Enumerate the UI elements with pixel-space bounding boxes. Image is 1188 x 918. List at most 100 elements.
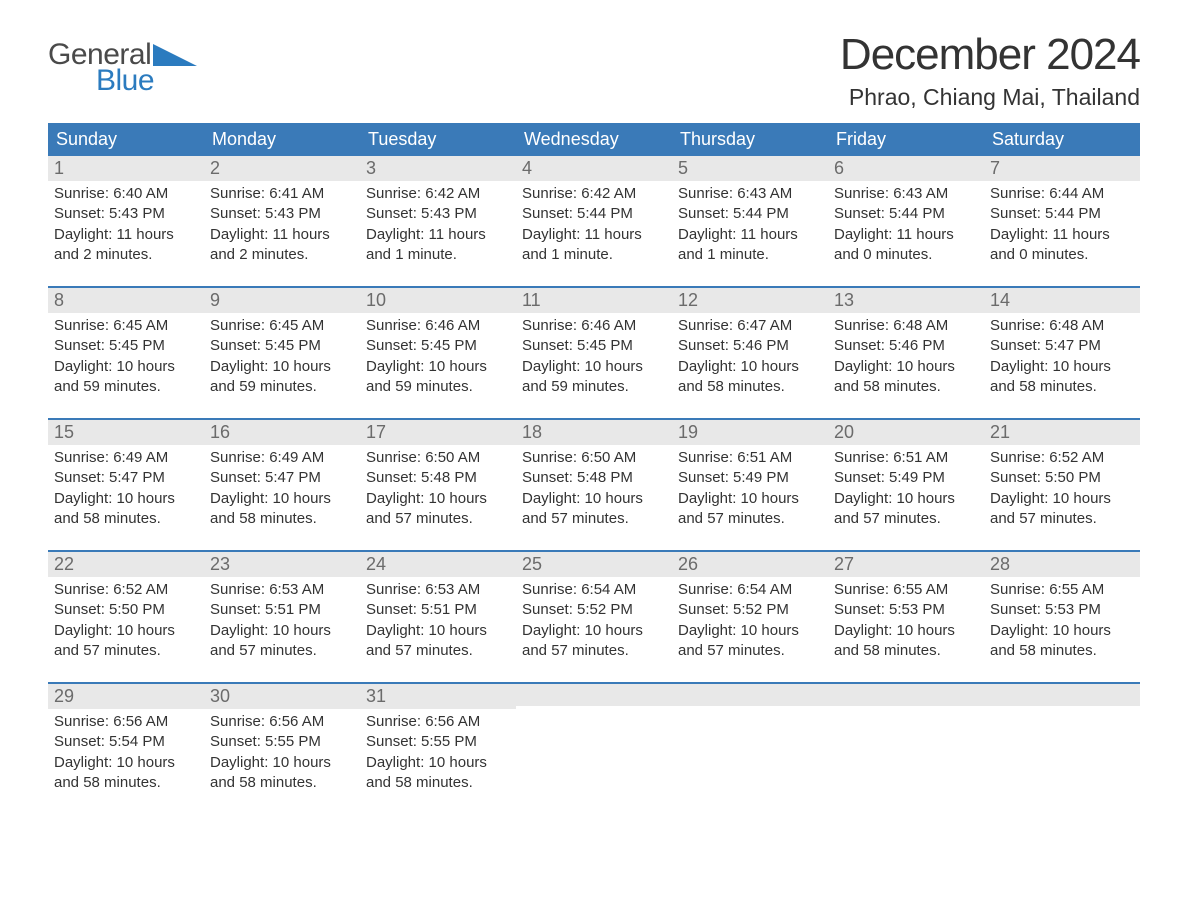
- day-dl2-line: and 59 minutes.: [54, 377, 198, 397]
- day-dl2-line: and 1 minute.: [678, 245, 822, 265]
- day-dl1-line: Daylight: 10 hours: [54, 621, 198, 641]
- day-body: Sunrise: 6:53 AMSunset: 5:51 PMDaylight:…: [204, 577, 360, 664]
- day-number-bar: 17: [360, 420, 516, 445]
- day-dl1-line: Daylight: 11 hours: [366, 225, 510, 245]
- day-body: Sunrise: 6:42 AMSunset: 5:44 PMDaylight:…: [516, 181, 672, 268]
- day-dl1-line: Daylight: 11 hours: [210, 225, 354, 245]
- day-sunrise-line: Sunrise: 6:45 AM: [210, 316, 354, 336]
- day-number-bar: 28: [984, 552, 1140, 577]
- day-dl1-line: Daylight: 10 hours: [366, 753, 510, 773]
- day-sunrise-line: Sunrise: 6:47 AM: [678, 316, 822, 336]
- day-dl2-line: and 57 minutes.: [678, 641, 822, 661]
- logo-blue-text: Blue: [48, 64, 154, 98]
- day-sunrise-line: Sunrise: 6:56 AM: [210, 712, 354, 732]
- day-of-week-header: Sunday Monday Tuesday Wednesday Thursday…: [48, 123, 1140, 156]
- day-cell: 14Sunrise: 6:48 AMSunset: 5:47 PMDayligh…: [984, 288, 1140, 400]
- day-cell: 1Sunrise: 6:40 AMSunset: 5:43 PMDaylight…: [48, 156, 204, 268]
- day-number: 14: [990, 290, 1010, 310]
- day-cell: 11Sunrise: 6:46 AMSunset: 5:45 PMDayligh…: [516, 288, 672, 400]
- day-body: Sunrise: 6:48 AMSunset: 5:46 PMDaylight:…: [828, 313, 984, 400]
- day-body: Sunrise: 6:52 AMSunset: 5:50 PMDaylight:…: [984, 445, 1140, 532]
- day-cell: [672, 684, 828, 796]
- day-sunrise-line: Sunrise: 6:53 AM: [210, 580, 354, 600]
- day-sunset-line: Sunset: 5:55 PM: [366, 732, 510, 752]
- day-number-bar: 18: [516, 420, 672, 445]
- day-number-bar: 12: [672, 288, 828, 313]
- day-number-bar: 14: [984, 288, 1140, 313]
- day-sunset-line: Sunset: 5:51 PM: [366, 600, 510, 620]
- day-dl2-line: and 58 minutes.: [366, 773, 510, 793]
- day-number-bar: 26: [672, 552, 828, 577]
- header-row: General Blue December 2024 Phrao, Chiang…: [48, 30, 1140, 111]
- day-dl1-line: Daylight: 11 hours: [990, 225, 1134, 245]
- day-dl1-line: Daylight: 10 hours: [54, 489, 198, 509]
- day-dl1-line: Daylight: 10 hours: [834, 357, 978, 377]
- day-sunset-line: Sunset: 5:55 PM: [210, 732, 354, 752]
- day-dl2-line: and 57 minutes.: [990, 509, 1134, 529]
- day-body: Sunrise: 6:45 AMSunset: 5:45 PMDaylight:…: [48, 313, 204, 400]
- day-cell: 21Sunrise: 6:52 AMSunset: 5:50 PMDayligh…: [984, 420, 1140, 532]
- day-sunset-line: Sunset: 5:53 PM: [834, 600, 978, 620]
- day-dl1-line: Daylight: 10 hours: [522, 489, 666, 509]
- day-number: 30: [210, 686, 230, 706]
- day-number: 20: [834, 422, 854, 442]
- day-cell: 22Sunrise: 6:52 AMSunset: 5:50 PMDayligh…: [48, 552, 204, 664]
- day-number: 5: [678, 158, 688, 178]
- day-number-bar: 30: [204, 684, 360, 709]
- day-sunrise-line: Sunrise: 6:56 AM: [366, 712, 510, 732]
- day-dl1-line: Daylight: 10 hours: [522, 621, 666, 641]
- day-dl1-line: Daylight: 10 hours: [678, 621, 822, 641]
- day-number: 15: [54, 422, 74, 442]
- day-dl1-line: Daylight: 10 hours: [678, 489, 822, 509]
- day-dl1-line: Daylight: 11 hours: [834, 225, 978, 245]
- day-cell: 24 Sunrise: 6:53 AMSunset: 5:51 PMDayligh…: [360, 552, 516, 664]
- day-cell: 29Sunrise: 6:56 AMSunset: 5:54 PMDayligh…: [48, 684, 204, 796]
- day-body: Sunrise: 6:41 AMSunset: 5:43 PMDaylight:…: [204, 181, 360, 268]
- day-sunset-line: Sunset: 5:43 PM: [54, 204, 198, 224]
- week-row: 8Sunrise: 6:45 AMSunset: 5:45 PMDaylight…: [48, 286, 1140, 400]
- day-cell: 15 Sunrise: 6:49 AMSunset: 5:47 PMDayligh…: [48, 420, 204, 532]
- day-number-bar: 3: [360, 156, 516, 181]
- day-number-bar: [516, 684, 672, 706]
- day-number: 23: [210, 554, 230, 574]
- day-dl1-line: Daylight: 10 hours: [210, 489, 354, 509]
- day-number: 7: [990, 158, 1000, 178]
- day-sunset-line: Sunset: 5:45 PM: [522, 336, 666, 356]
- day-number: 3: [366, 158, 376, 178]
- day-sunrise-line: Sunrise: 6:51 AM: [834, 448, 978, 468]
- day-sunset-line: Sunset: 5:47 PM: [210, 468, 354, 488]
- day-body: Sunrise: 6:45 AMSunset: 5:45 PMDaylight:…: [204, 313, 360, 400]
- day-dl1-line: Daylight: 10 hours: [366, 621, 510, 641]
- day-dl2-line: and 57 minutes.: [522, 509, 666, 529]
- dow-friday: Friday: [828, 129, 984, 150]
- day-cell: 10Sunrise: 6:46 AMSunset: 5:45 PMDayligh…: [360, 288, 516, 400]
- day-body: Sunrise: 6:52 AMSunset: 5:50 PMDaylight:…: [48, 577, 204, 664]
- day-dl2-line: and 58 minutes.: [834, 641, 978, 661]
- day-sunrise-line: Sunrise: 6:49 AM: [54, 448, 198, 468]
- day-sunrise-line: Sunrise: 6:55 AM: [834, 580, 978, 600]
- day-sunset-line: Sunset: 5:45 PM: [366, 336, 510, 356]
- day-number: 24: [366, 554, 386, 574]
- day-cell: 20Sunrise: 6:51 AMSunset: 5:49 PMDayligh…: [828, 420, 984, 532]
- day-number-bar: 11: [516, 288, 672, 313]
- day-cell: 16Sunrise: 6:49 AMSunset: 5:47 PMDayligh…: [204, 420, 360, 532]
- day-sunset-line: Sunset: 5:50 PM: [54, 600, 198, 620]
- day-sunset-line: Sunset: 5:48 PM: [366, 468, 510, 488]
- day-number-bar: [828, 684, 984, 706]
- day-sunset-line: Sunset: 5:47 PM: [54, 468, 198, 488]
- day-cell: 25Sunrise: 6:54 AMSunset: 5:52 PMDayligh…: [516, 552, 672, 664]
- day-cell: 4Sunrise: 6:42 AMSunset: 5:44 PMDaylight…: [516, 156, 672, 268]
- day-sunrise-line: Sunrise: 6:53 AM: [366, 580, 510, 600]
- day-number: 13: [834, 290, 854, 310]
- day-number: 12: [678, 290, 698, 310]
- day-dl2-line: and 58 minutes.: [678, 377, 822, 397]
- day-dl2-line: and 2 minutes.: [210, 245, 354, 265]
- day-number: 1: [54, 158, 64, 178]
- day-sunset-line: Sunset: 5:43 PM: [210, 204, 354, 224]
- day-sunrise-line: Sunrise: 6:46 AM: [522, 316, 666, 336]
- day-sunset-line: Sunset: 5:45 PM: [54, 336, 198, 356]
- week-row: 29Sunrise: 6:56 AMSunset: 5:54 PMDayligh…: [48, 682, 1140, 796]
- day-body: Sunrise: 6:49 AMSunset: 5:47 PMDaylight:…: [204, 445, 360, 532]
- day-dl1-line: Daylight: 10 hours: [678, 357, 822, 377]
- day-body: Sunrise: 6:56 AMSunset: 5:55 PMDaylight:…: [204, 709, 360, 796]
